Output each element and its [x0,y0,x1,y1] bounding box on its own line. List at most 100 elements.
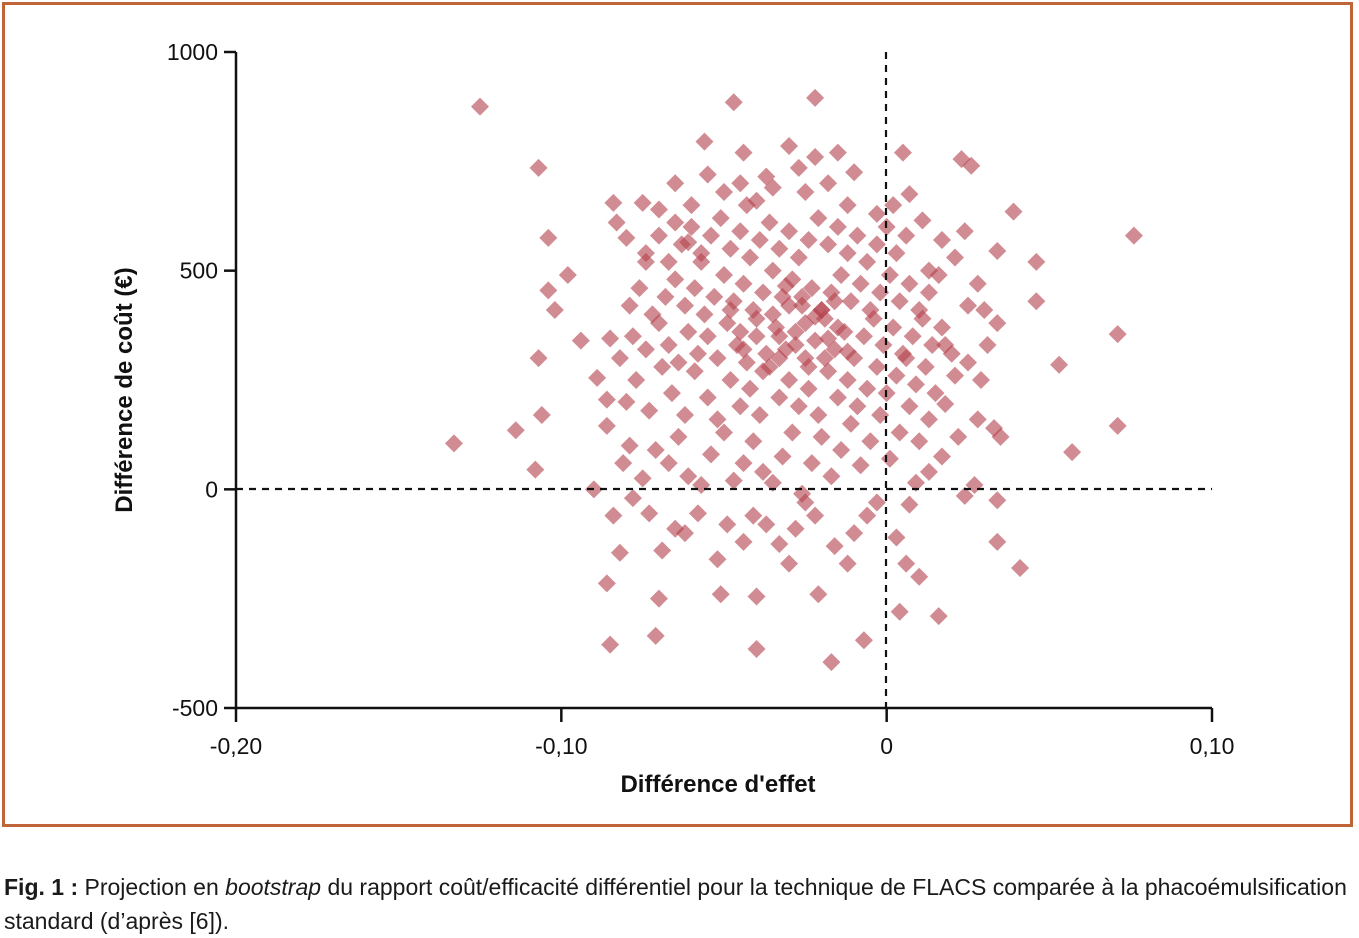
data-point [959,296,977,315]
data-point [734,143,753,162]
data-point [893,344,912,363]
data-point [539,228,558,247]
data-point [812,427,831,446]
data-point [809,405,828,424]
data-point [601,329,620,348]
data-point [539,281,558,300]
data-point [806,147,825,166]
data-point [620,296,639,315]
data-point [610,349,629,368]
data-point [988,314,1007,333]
data-point [978,336,997,355]
data-point [887,366,906,385]
data-point [799,379,818,398]
data-point [780,296,799,315]
data-point [558,266,577,285]
data-point [721,301,740,320]
data-point [747,587,766,606]
data-point [666,519,685,538]
data-point [828,217,847,236]
data-point [1108,325,1127,344]
data-point [786,336,805,355]
data-point [597,416,616,435]
data-point [643,305,662,324]
data-point [532,405,551,424]
data-point [919,462,938,481]
data-point [711,209,730,228]
data-point [929,266,948,285]
data-point [1063,443,1082,462]
data-point [848,226,867,245]
data-point [854,631,873,650]
data-point [737,353,756,372]
data-point [744,432,763,451]
points-layer [444,88,1143,672]
data-point [822,467,841,486]
y-tick-label: -500 [172,695,218,721]
data-point [620,436,639,455]
data-point [890,602,909,621]
data-point [734,454,753,473]
data-point [718,314,737,333]
data-point [627,371,646,389]
data-point [715,182,733,201]
data-point [666,174,685,193]
data-point [890,423,909,442]
data-point [597,574,616,593]
data-point [688,504,707,523]
data-point [910,567,929,586]
data-point [806,307,825,326]
data-point [988,241,1007,260]
data-point [1011,559,1030,578]
data-point [825,537,844,556]
data-point [607,213,626,232]
x-axis-title: Différence d'effet [620,771,815,798]
data-point [1124,226,1143,245]
data-point [858,379,877,398]
data-point [838,371,857,389]
data-point [949,427,968,446]
y-tick-label: 500 [180,258,218,284]
data-point [776,276,795,295]
data-point [604,193,623,212]
data-point [688,344,707,363]
data-point [828,388,847,407]
data-point [633,193,652,212]
data-point [887,528,906,547]
data-point [701,226,720,245]
data-point [617,228,636,247]
data-point [796,182,815,201]
data-point [900,274,919,293]
data-point [926,384,945,403]
data-point [444,434,463,453]
data-point [747,191,766,210]
caption-figure-label: Fig. 1 : [4,874,79,900]
data-point [679,467,698,486]
data-point [828,318,847,337]
data-point [903,327,922,346]
data-point [705,287,724,306]
y-axis-title: Différence de coût (€) [111,267,138,512]
data-point [968,274,987,293]
data-point [698,165,717,184]
data-point [851,456,870,475]
data-point [750,231,769,250]
data-point [832,440,851,459]
data-point [932,318,951,337]
data-point [975,301,994,320]
data-point [802,279,821,298]
data-point [871,405,890,424]
data-point [770,327,789,346]
data-point [832,266,851,285]
data-point [838,554,857,573]
data-point [721,239,740,258]
data-point [838,342,857,361]
data-point [968,410,987,429]
data-point [695,305,714,324]
data-point [845,163,864,182]
data-point [633,469,652,488]
data-point [815,349,834,368]
data-point [819,235,838,254]
data-point [809,585,828,604]
y-tick-label: 0 [205,476,218,502]
